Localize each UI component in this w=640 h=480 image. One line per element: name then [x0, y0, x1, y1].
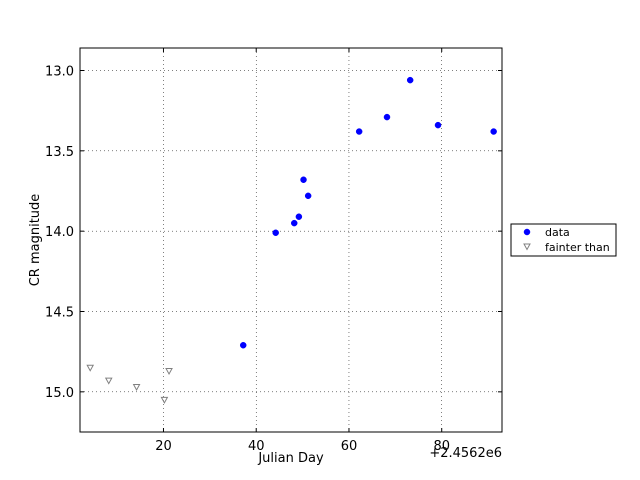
x-tick-label: 80 [433, 439, 450, 454]
legend-data-label: data [545, 226, 570, 239]
plot-area [80, 48, 502, 432]
y-tick-label: 15.0 [45, 386, 74, 401]
ticks [80, 48, 502, 432]
data-point [434, 121, 442, 129]
data-point [272, 229, 279, 237]
tick-labels: 20 40 60 80 13.0 13.5 14.0 14.5 15.0 [45, 64, 450, 454]
legend-data-marker [523, 228, 531, 236]
x-tick-label: 20 [155, 439, 172, 454]
y-tick-label: 14.5 [45, 305, 74, 320]
data-points [86, 76, 497, 404]
data-point [406, 76, 414, 84]
data-point [304, 192, 312, 200]
grid [80, 48, 502, 432]
legend: data fainter than [510, 223, 617, 257]
data-point [355, 128, 363, 135]
y-tick-label: 13.5 [45, 145, 74, 160]
y-tick-label: 13.0 [45, 64, 74, 79]
fainter-than-point [165, 367, 173, 375]
data-point [295, 213, 303, 220]
fainter-than-point [160, 396, 169, 404]
data-point [383, 113, 391, 121]
data-point [490, 128, 497, 135]
x-offset-label: +2.4562e6 [429, 446, 502, 461]
fainter-than-point [132, 384, 141, 392]
data-point [290, 219, 298, 227]
fainter-than-point [86, 364, 95, 372]
data-point [300, 176, 307, 183]
data-point [239, 341, 247, 349]
legend-fainter-label: fainter than [545, 241, 610, 254]
x-tick-label: 40 [248, 439, 265, 454]
fainter-than-point [104, 377, 113, 385]
legend-fainter-marker [523, 243, 531, 251]
y-axis-label: CR magnitude [28, 194, 43, 287]
x-tick-label: 60 [341, 439, 358, 454]
plot-frame [79, 47, 503, 433]
y-tick-label: 14.0 [45, 225, 74, 240]
x-axis-label: Julian Day [257, 451, 324, 466]
